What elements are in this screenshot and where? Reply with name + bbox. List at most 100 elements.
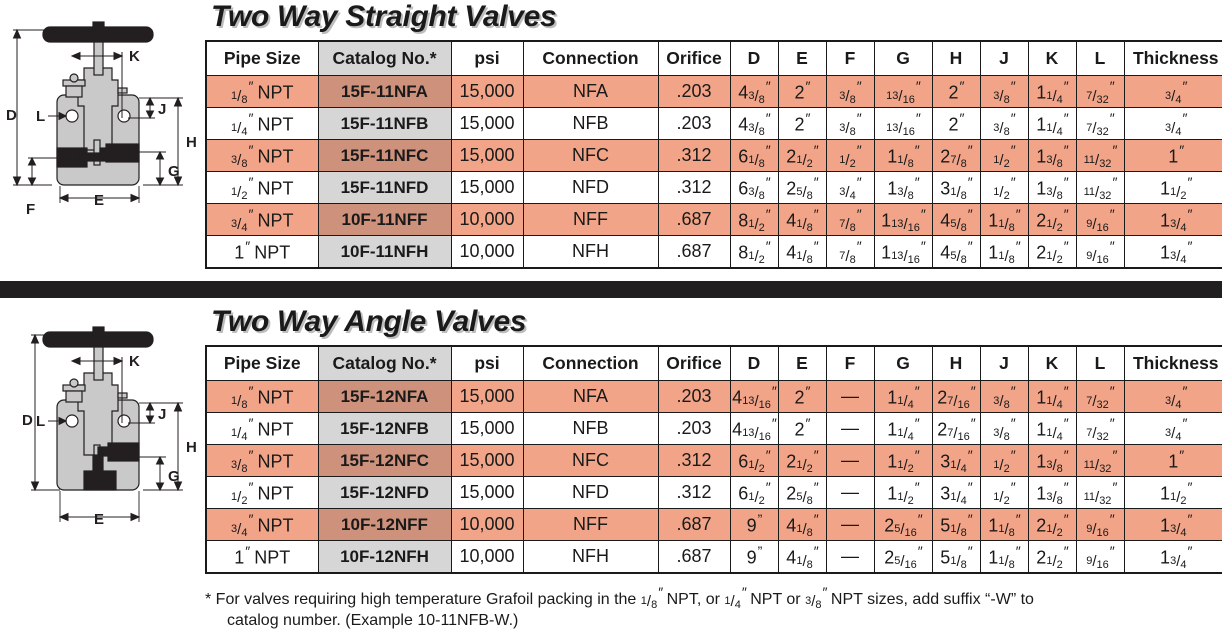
cell-dimension-j: 3/8″ <box>979 75 1029 108</box>
cell-psi: 10,000 <box>450 203 524 236</box>
cell-dimension-k: 21/2″ <box>1027 508 1077 541</box>
cell-dimension-l: 11/32″ <box>1075 139 1125 172</box>
column-header-thickness: Thickness <box>1123 345 1222 381</box>
column-header-l: L <box>1075 40 1125 76</box>
cell-dimension-f: — <box>825 444 875 477</box>
cell-orifice: .203 <box>657 107 731 140</box>
cell-dimension-g: 11/2″ <box>873 444 933 477</box>
dimension-label-J: J <box>158 101 166 118</box>
table-row: 1/2″ NPT 15F-12NFD 15,000 NFD .312 61/2″ 25/8″… <box>205 476 1222 509</box>
table-row: 1/8″ NPT 15F-12NFA 15,000 NFA .203 413/16″ 2″ —… <box>205 380 1222 413</box>
cell-dimension-h: 31/4″ <box>931 476 981 509</box>
cell-dimension-e: 25/8″ <box>777 171 827 204</box>
cell-connection: NFB <box>522 107 659 140</box>
cell-dimension-g: 11/8″ <box>873 139 933 172</box>
column-header-thickness: Thickness <box>1123 40 1222 76</box>
straight-valves-table-wrap: Two Way Straight Valves Pipe Size Catalog… <box>205 0 1222 269</box>
cell-dimension-j: 11/8″ <box>979 203 1029 236</box>
cell-dimension-g: 13/16″ <box>873 75 933 108</box>
cell-catalog-number: 15F-11NFD <box>317 171 452 204</box>
cell-dimension-j: 1/2″ <box>979 171 1029 204</box>
cell-dimension-h: 27/16″ <box>931 380 981 413</box>
cell-dimension-j: 11/8″ <box>979 508 1029 541</box>
cell-dimension-l: 11/32″ <box>1075 444 1125 477</box>
cell-dimension-j: 3/8″ <box>979 380 1029 413</box>
cell-catalog-number: 10F-12NFF <box>317 508 452 541</box>
cell-pipe-size: 1/2″ NPT <box>205 476 319 509</box>
cell-orifice: .203 <box>657 75 731 108</box>
dimension-label-D: D <box>22 412 33 429</box>
column-header-connection: Connection <box>522 345 659 381</box>
table-row: 1/4″ NPT 15F-11NFB 15,000 NFB .203 43/8″ 2″ 3/8… <box>205 107 1222 140</box>
cell-thickness: 1″ <box>1123 444 1222 477</box>
cell-dimension-d: 43/8″ <box>729 75 779 108</box>
cell-dimension-d: 63/8″ <box>729 171 779 204</box>
cell-thickness: 13/4″ <box>1123 540 1222 574</box>
cell-dimension-h: 2″ <box>931 107 981 140</box>
column-header-k: K <box>1027 40 1077 76</box>
cell-pipe-size: 1/2″ NPT <box>205 171 319 204</box>
cell-orifice: .687 <box>657 508 731 541</box>
cell-catalog-number: 15F-12NFD <box>317 476 452 509</box>
cell-dimension-h: 45/8″ <box>931 235 981 269</box>
table-header-row: Pipe Size Catalog No.* psi Connection Orific… <box>205 345 1222 381</box>
cell-dimension-k: 11/4″ <box>1027 107 1077 140</box>
column-header-e: E <box>777 345 827 381</box>
column-header-g: G <box>873 345 933 381</box>
column-header-l: L <box>1075 345 1125 381</box>
section-title-straight: Two Way Straight Valves <box>211 0 557 33</box>
cell-dimension-f: 3/4″ <box>825 171 875 204</box>
cell-pipe-size: 1/8″ NPT <box>205 380 319 413</box>
cell-psi: 15,000 <box>450 380 524 413</box>
cell-dimension-g: 11/4″ <box>873 380 933 413</box>
cell-dimension-f: — <box>825 412 875 445</box>
cell-orifice: .312 <box>657 444 731 477</box>
cell-dimension-g: 11/4″ <box>873 412 933 445</box>
cell-dimension-d: 413/16″ <box>729 380 779 413</box>
column-header-f: F <box>825 40 875 76</box>
cell-dimension-h: 45/8″ <box>931 203 981 236</box>
cell-catalog-number: 15F-11NFA <box>317 75 452 108</box>
cell-dimension-j: 3/8″ <box>979 107 1029 140</box>
footnote-line-1: * For valves requiring high temperature … <box>205 584 1034 612</box>
cell-dimension-d: 9” <box>729 508 779 541</box>
dimension-label-E: E <box>94 511 104 528</box>
cell-psi: 15,000 <box>450 171 524 204</box>
column-header-k: K <box>1027 345 1077 381</box>
table-body: 1/8″ NPT 15F-11NFA 15,000 NFA .203 43/8″ 2″ 3/8… <box>205 75 1222 269</box>
cell-thickness: 13/4″ <box>1123 508 1222 541</box>
cell-dimension-e: 21/2″ <box>777 444 827 477</box>
cell-dimension-g: 13/8″ <box>873 171 933 204</box>
table-row: 1/4″ NPT 15F-12NFB 15,000 NFB .203 413/16″ 2″ —… <box>205 412 1222 445</box>
table-row: 3/4″ NPT 10F-11NFF 10,000 NFF .687 81/2″ 41/8″… <box>205 203 1222 236</box>
cell-pipe-size: 3/8″ NPT <box>205 444 319 477</box>
cell-dimension-e: 2″ <box>777 107 827 140</box>
dimension-label-H: H <box>186 134 197 151</box>
cell-thickness: 3/4″ <box>1123 380 1222 413</box>
cell-dimension-k: 13/8″ <box>1027 476 1077 509</box>
cell-dimension-j: 1/2″ <box>979 139 1029 172</box>
cell-dimension-e: 41/8″ <box>777 508 827 541</box>
cell-dimension-j: 11/8″ <box>979 540 1029 574</box>
cell-psi: 15,000 <box>450 476 524 509</box>
cell-dimension-d: 61/2″ <box>729 444 779 477</box>
cell-orifice: .687 <box>657 540 731 574</box>
table-row: 1/8″ NPT 15F-11NFA 15,000 NFA .203 43/8″ 2″ 3/8… <box>205 75 1222 108</box>
dimension-label-L: L <box>36 413 45 430</box>
cell-connection: NFC <box>522 444 659 477</box>
footnote: * For valves requiring high temperature … <box>205 583 1205 631</box>
cell-dimension-l: 7/32″ <box>1075 380 1125 413</box>
cell-dimension-j: 1/2″ <box>979 476 1029 509</box>
cell-psi: 15,000 <box>450 139 524 172</box>
cell-connection: NFD <box>522 171 659 204</box>
column-header-j: J <box>979 40 1029 76</box>
angle-valves-table-wrap: Two Way Angle Valves Pipe Size Catalog No… <box>205 305 1222 574</box>
cell-pipe-size: 3/4″ NPT <box>205 508 319 541</box>
cell-thickness: 13/4″ <box>1123 203 1222 236</box>
cell-psi: 10,000 <box>450 508 524 541</box>
cell-psi: 15,000 <box>450 412 524 445</box>
cell-thickness: 3/4″ <box>1123 412 1222 445</box>
cell-dimension-k: 11/4″ <box>1027 380 1077 413</box>
dimension-label-E: E <box>94 192 104 209</box>
section-title-angle: Two Way Angle Valves <box>211 305 527 338</box>
